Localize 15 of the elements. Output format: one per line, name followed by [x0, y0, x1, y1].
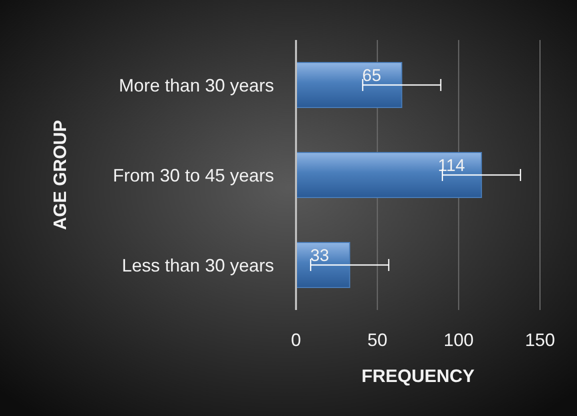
x-tick-label: 50 — [367, 330, 388, 350]
x-tick-label: 150 — [524, 330, 556, 350]
data-label: 33 — [310, 246, 330, 265]
data-label: 65 — [362, 66, 382, 85]
data-label: 114 — [438, 156, 465, 175]
y-tick-label: More than 30 years — [118, 75, 274, 96]
x-axis-title: FREQUENCY — [361, 366, 475, 386]
x-tick-label: 100 — [444, 330, 474, 350]
bar — [296, 152, 482, 198]
y-tick-label: Less than 30 years — [122, 255, 274, 276]
y-axis-title: AGE GROUP — [50, 120, 70, 230]
y-tick-label: From 30 to 45 years — [112, 165, 274, 186]
x-tick-label: 0 — [290, 330, 302, 350]
bar — [296, 242, 350, 288]
bar — [296, 62, 402, 108]
